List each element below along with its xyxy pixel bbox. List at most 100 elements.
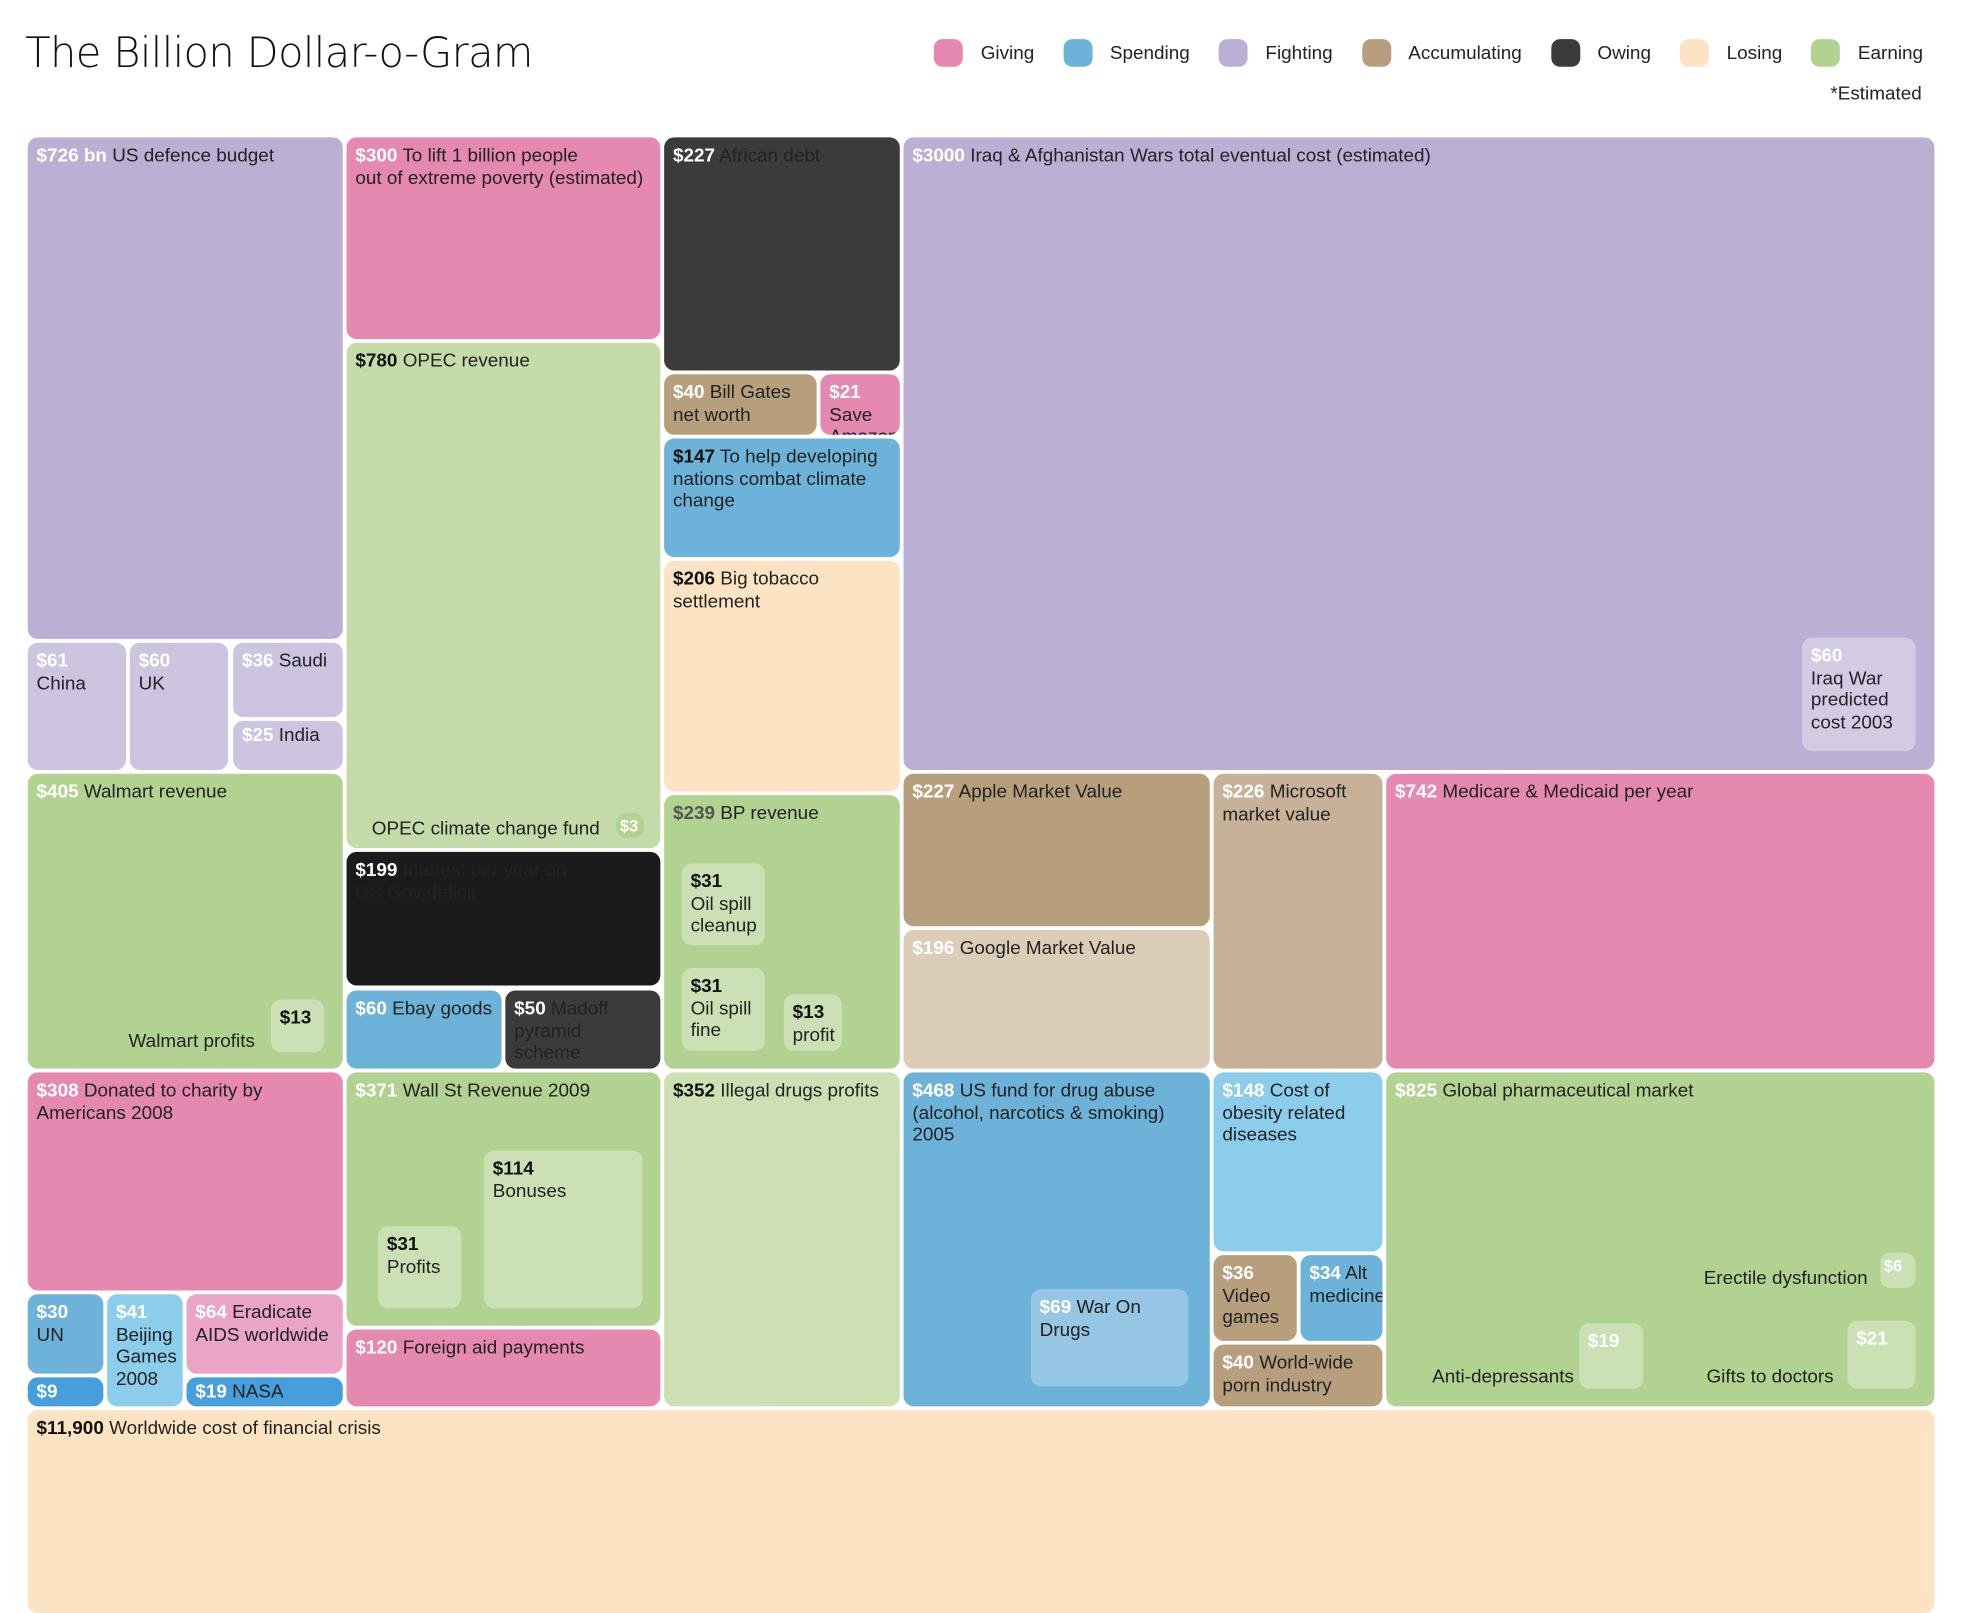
cell-label: Illegal drugs profits (720, 1079, 879, 1102)
legend-item-spending: Spending (1063, 39, 1190, 67)
cell-amount: $199 (355, 859, 398, 881)
treemap-cell-erectile-dysfunction: $6 (1880, 1252, 1916, 1288)
cell-amount: $61 (36, 650, 69, 672)
cell-label: Iraq War predicted cost 2003 (1810, 667, 1893, 733)
cell-label: US defence budget (112, 144, 275, 167)
cell-amount: $31 (690, 870, 723, 893)
treemap-cell-eradicate-aids-worldwide: $64 Eradicate AIDS worldwide (186, 1294, 343, 1374)
cell-label: Ebay goods (392, 998, 493, 1020)
cell-amount: $120 (355, 1337, 398, 1359)
treemap-cell-save-amazon: $21 Save Amazon (820, 374, 900, 435)
legend-swatch (1679, 39, 1709, 67)
treemap-cell-to-lift-1-billion-people-out-of-extreme-poverty-estimated: $300 To lift 1 billion people out of ext… (346, 137, 661, 339)
treemap-cell-war-on-drugs: $69 War On Drugs (1030, 1289, 1189, 1387)
cell-amount: $31 (690, 975, 723, 997)
cell-amount: $40 (672, 381, 705, 404)
cell-label: Walmart revenue (83, 781, 228, 803)
cell-label: Microsoft market value (1222, 781, 1347, 825)
legend-label: Accumulating (1408, 42, 1522, 64)
cell-amount: $468 (912, 1079, 955, 1102)
cell-label: Wall St Revenue 2009 (402, 1079, 591, 1102)
cell-label: UK (138, 672, 165, 694)
treemap-cell-nasa: $19 NASA (186, 1377, 343, 1407)
treemap-cell-interest-per-year-on-us-gov-deficit: $199 Interest per year on US Gov deficit (346, 851, 661, 986)
cell-amount: $147 (672, 446, 716, 468)
treemap-cell-uk: $60 UK (129, 642, 229, 770)
cell-amount: $25 (241, 724, 274, 747)
treemap-cell-beijing-games-2008: $41 Beijing Games 2008 (107, 1294, 183, 1407)
treemap-cell-lhc: $9 LHC (27, 1377, 104, 1407)
treemap-cell-video-games: $36 Video games (1213, 1255, 1297, 1341)
cell-amount: $148 (1222, 1079, 1265, 1102)
legend-item-losing: Losing (1679, 39, 1783, 67)
treemap-cell-un: $30 UN (27, 1294, 104, 1374)
legend-label: Giving (980, 42, 1035, 64)
cell-label: China (36, 672, 86, 694)
legend-swatch (1218, 39, 1248, 67)
cell-label: Medicare & Medicaid per year (1442, 781, 1694, 803)
cell-note-label: Walmart profits (128, 1030, 255, 1053)
treemap-cell-donated-to-charity-by-americans-2008: $308 Donated to charity by Americans 200… (27, 1072, 343, 1291)
cell-label: To help developing nations combat climat… (672, 446, 878, 512)
treemap-cell-bill-gates-net-worth: $40 Bill Gates net worth (664, 374, 817, 435)
cell-amount: $60 (355, 998, 387, 1020)
cell-label: Global pharmaceutical market (1442, 1079, 1694, 1102)
cell-amount: $40 (1222, 1352, 1254, 1374)
treemap-cell-gifts-to-doctors: $21 (1847, 1320, 1916, 1389)
cell-label: Google Market Value (959, 937, 1136, 960)
cell-label: Worldwide cost of financial crisis (109, 1417, 381, 1440)
cell-amount: $19 (195, 1381, 227, 1403)
treemap-cell-alt-medicine: $34 Alt medicine (1300, 1255, 1383, 1341)
cell-label: Foreign aid payments (402, 1337, 585, 1359)
legend: Giving Spending Fighting Accumulating Owing L… (905, 39, 1923, 67)
cell-amount: $13 (279, 1006, 312, 1029)
cell-amount: $405 (36, 781, 79, 803)
cell-amount: $239 (672, 802, 716, 825)
legend-label: Fighting (1265, 42, 1333, 64)
cell-label: Madoff pyramid scheme (514, 998, 609, 1064)
cell-amount: $726 bn (36, 144, 107, 167)
cell-label: OPEC revenue (402, 350, 530, 372)
treemap-cell-bonuses: $114 Bonuses (483, 1150, 643, 1309)
cell-note-label: Anti-depressants (1432, 1366, 1574, 1388)
cell-label: Saudi (278, 650, 328, 672)
cell-amount: $227 (912, 781, 955, 803)
treemap-cell-african-debt: $227 African debt (664, 137, 900, 371)
cell-amount: $300 (355, 144, 398, 167)
treemap-cell-us-defence-budget: $726 bn US defence budget (27, 137, 343, 639)
cell-amount: $60 (1810, 645, 1843, 667)
cell-label: Big tobacco settlement (672, 568, 820, 612)
cell-label: LHC (37, 1403, 75, 1406)
cell-label: African debt (719, 144, 821, 167)
cell-label: Bonuses (492, 1180, 567, 1202)
cell-amount: $64 (195, 1301, 227, 1324)
cell-amount: $308 (36, 1079, 79, 1102)
cell-label: Save Amazon (829, 403, 898, 435)
legend-swatch (1811, 39, 1841, 67)
cell-amount: $36 (241, 650, 274, 672)
treemap-cell-saudi: $36 Saudi (233, 642, 343, 718)
treemap-cell-opec-climate-change-fund: $3 (616, 812, 644, 839)
treemap-cell-iraq-afghanistan-wars-total-eventual-cost-estimated: $3000 Iraq & Afghanistan Wars total even… (903, 137, 1935, 770)
treemap-cell-oil-spill-fine: $31 Oil spill fine (681, 967, 765, 1052)
cell-amount: $60 (138, 650, 171, 672)
cell-label: US fund for drug abuse (alcohol, narcoti… (912, 1079, 1165, 1146)
cell-label: World-wide porn industry (1222, 1352, 1354, 1396)
cell-amount: $352 (672, 1079, 716, 1102)
cell-amount: $41 (115, 1301, 148, 1324)
treemap-cell-walmart-profits: $13 (270, 999, 324, 1053)
cell-amount: $196 (912, 937, 955, 960)
cell-label: NASA (232, 1381, 284, 1403)
legend-label: Spending (1109, 42, 1190, 64)
cell-amount: $31 (386, 1233, 419, 1256)
treemap-cell-china: $61 China (27, 642, 127, 770)
legend-label: Losing (1726, 42, 1783, 64)
treemap-cell-madoff-pyramid-scheme: $50 Madoff pyramid scheme (505, 990, 661, 1069)
cell-amount: $3 (620, 816, 639, 836)
treemap-cell-cost-of-obesity-related-diseases: $148 Cost of obesity related diseases (1213, 1072, 1383, 1252)
cell-label: War On Drugs (1039, 1296, 1141, 1341)
cell-label: Bill Gates net worth (672, 381, 791, 426)
cell-amount: $19 (1587, 1330, 1620, 1353)
cell-label: Oil spill cleanup (690, 892, 757, 937)
chart-title: The Billion Dollar-o-Gram (25, 27, 533, 77)
